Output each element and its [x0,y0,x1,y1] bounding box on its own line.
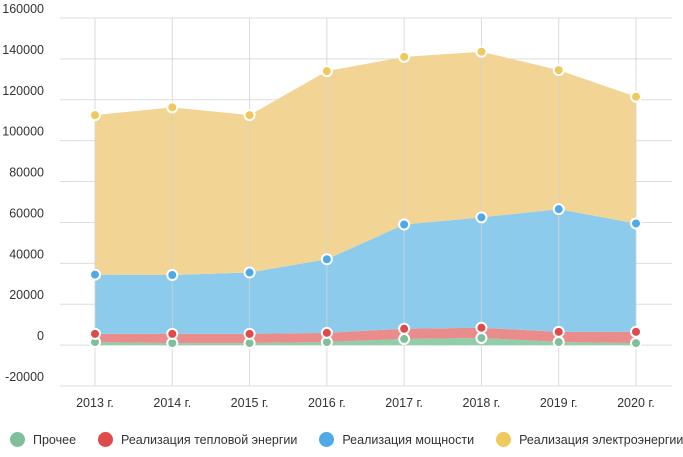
x-tick-label: 2014 г. [153,396,191,410]
series-points [89,45,642,350]
area-3 [95,209,636,334]
data-point[interactable] [166,268,179,281]
y-tick-label: 60000 [9,206,44,220]
y-tick-label: 160000 [2,2,44,16]
legend-marker [496,432,512,447]
legend-label: Прочее [33,432,77,447]
y-axis-ticks: -20000 0 20000 40000 60000 80000 100000 120000 1… [2,2,44,384]
data-point[interactable] [630,337,642,350]
legend-label: Реализация электроэнергии [519,432,683,447]
data-point[interactable] [320,65,333,78]
data-point[interactable] [475,321,488,334]
area-2 [95,327,636,344]
y-tick-label: 80000 [9,166,44,180]
data-point[interactable] [398,50,411,63]
data-point[interactable] [552,325,565,338]
data-point[interactable] [243,327,256,340]
legend-item[interactable]: Реализация электроэнергии [496,432,683,447]
y-tick-label: 120000 [2,84,44,98]
legend-label: Реализация тепловой энергии [121,432,298,447]
y-tick-label: 100000 [2,125,44,139]
legend-marker [10,432,25,447]
data-point[interactable] [630,217,642,230]
area-1 [95,337,636,346]
data-point[interactable] [89,268,101,281]
y-tick-label: -20000 [5,370,44,384]
legend-item[interactable]: Прочее [10,432,76,447]
x-tick-label: 2017 г. [385,396,423,410]
x-tick-label: 2015 г. [231,396,269,410]
data-point[interactable] [552,336,565,349]
series-areas [95,51,636,346]
legend-item[interactable]: Реализация мощности [319,432,474,447]
stacked-area-chart: -20000 0 20000 40000 60000 80000 100000 120000 1… [2,2,672,410]
data-point[interactable] [320,326,333,339]
data-point[interactable] [630,90,642,103]
data-point[interactable] [243,266,256,279]
legend-marker [98,432,114,447]
data-point[interactable] [166,101,179,114]
data-point[interactable] [320,253,333,266]
area-4 [95,51,636,275]
y-tick-label: 140000 [2,43,44,57]
x-tick-label: 2016 г. [308,396,346,410]
data-point[interactable] [630,325,642,338]
data-point[interactable] [398,332,411,345]
data-point[interactable] [475,211,488,224]
data-point[interactable] [89,327,101,340]
data-point[interactable] [475,331,488,344]
data-point[interactable] [166,327,179,340]
x-tick-label: 2013 г. [76,396,114,410]
legend-marker [319,432,335,447]
data-point[interactable] [398,322,411,335]
x-tick-label: 2019 г. [540,396,578,410]
legend: Прочее Реализация тепловой энергии Реализа… [10,432,683,447]
data-point[interactable] [398,218,411,231]
y-tick-label: 20000 [9,288,44,302]
y-tick-label: 40000 [9,247,44,261]
y-tick-label: 0 [37,329,44,343]
legend-label: Реализация мощности [342,432,475,447]
x-tick-label: 2020 г. [617,396,655,410]
vertical-grid-lines [94,18,637,386]
data-point[interactable] [89,109,101,122]
data-point[interactable] [552,64,565,77]
legend-item[interactable]: Реализация тепловой энергии [98,432,297,447]
x-axis-ticks: 2013 г. 2014 г. 2015 г. 2016 г. 2017 г. 2018 … [76,396,655,410]
data-point[interactable] [475,45,488,58]
data-point[interactable] [243,109,256,122]
data-point[interactable] [552,203,565,216]
x-tick-label: 2018 г. [463,396,501,410]
